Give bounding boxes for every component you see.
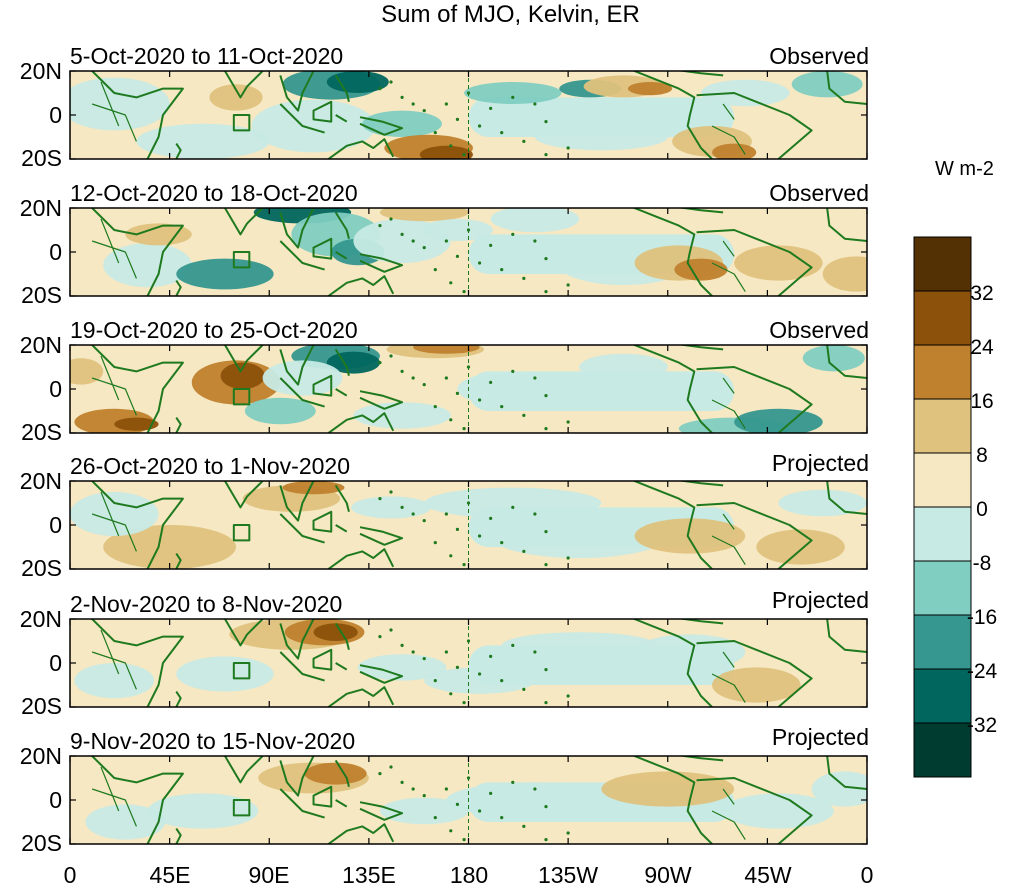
panel-6-lat-20n: 20N (19, 743, 62, 769)
colorbar-label-0: 0 (976, 498, 988, 521)
panel-1-lat-20s: 20S (21, 145, 62, 171)
panel-5-lat-0: 0 (49, 650, 62, 676)
panel-5-status: Projected (771, 587, 869, 613)
panel-2-lat-20n: 20N (19, 195, 62, 221)
panel-3-lat-20s: 20S (21, 419, 62, 445)
colorbar-units: W m-2 (935, 158, 994, 180)
panel-6-status: Projected (771, 724, 869, 750)
colorbar-label-neg24: -24 (966, 660, 998, 683)
panel-3-period: 19-Oct-2020 to 25-Oct-2020 (70, 317, 358, 343)
panel-5-period: 2-Nov-2020 to 8-Nov-2020 (70, 591, 343, 617)
colorbar-label-neg8: -8 (972, 552, 992, 575)
colorbar-swatch-5 (913, 506, 972, 562)
lon-tick-45e: 45E (149, 862, 191, 888)
panel-2-status: Observed (769, 180, 869, 206)
colorbar-label-16: 16 (970, 390, 994, 413)
lon-tick-135w: 135W (537, 862, 599, 888)
colorbar-label-32: 32 (970, 282, 994, 305)
colorbar-swatch-8 (913, 668, 972, 724)
panel-6-period: 9-Nov-2020 to 15-Nov-2020 (70, 728, 356, 754)
panel-6-lat-0: 0 (49, 787, 62, 813)
panel-5-lat-20s: 20S (21, 693, 62, 719)
figure-title: Sum of MJO, Kelvin, ER (381, 1, 640, 28)
panel-2-period: 12-Oct-2020 to 18-Oct-2020 (70, 180, 358, 206)
panel-1-lat-20n: 20N (19, 58, 62, 84)
panel-3-lat-20n: 20N (19, 332, 62, 358)
panel-3-status: Observed (769, 317, 869, 343)
panel-2-lat-0: 0 (49, 239, 62, 265)
colorbar-label-24: 24 (970, 336, 994, 359)
map-panel-1 (69, 70, 868, 160)
panel-1-status: Observed (769, 43, 869, 69)
colorbar-label-8: 8 (976, 444, 988, 467)
colorbar-swatch-6 (913, 560, 972, 616)
map-panel-4 (69, 480, 868, 570)
panel-4-lat-20n: 20N (19, 468, 62, 494)
colorbar (913, 236, 972, 778)
colorbar-swatch-7 (913, 614, 972, 670)
lon-tick-45w: 45W (744, 862, 792, 888)
panel-4-lat-0: 0 (49, 512, 62, 538)
lon-tick-0: 0 (63, 862, 77, 888)
colorbar-swatch-2 (913, 344, 972, 400)
colorbar-label-neg32: -32 (966, 714, 998, 737)
colorbar-swatch-3 (913, 398, 972, 454)
map-panel-5 (69, 618, 868, 708)
colorbar-label-neg16: -16 (966, 606, 998, 629)
colorbar-swatch-9 (913, 722, 972, 778)
panel-6-lat-20s: 20S (21, 830, 62, 856)
lon-tick-90w: 90W (644, 862, 692, 888)
colorbar-swatch-1 (913, 290, 972, 346)
panel-1-lat-0: 0 (49, 102, 62, 128)
lon-tick-0-right: 0 (860, 862, 874, 888)
map-panel-2 (69, 207, 868, 297)
lon-tick-135e: 135E (342, 862, 396, 888)
panel-4-status: Projected (771, 450, 869, 476)
panel-3-lat-0: 0 (49, 376, 62, 402)
colorbar-swatch-0 (913, 236, 972, 292)
lon-tick-90e: 90E (248, 862, 290, 888)
panel-5-lat-20n: 20N (19, 606, 62, 632)
panel-2-lat-20s: 20S (21, 282, 62, 308)
map-panel-3 (69, 344, 868, 434)
colorbar-swatch-4 (913, 452, 972, 508)
lon-tick-180: 180 (449, 862, 489, 888)
panel-1-period: 5-Oct-2020 to 11-Oct-2020 (70, 43, 344, 69)
panel-4-period: 26-Oct-2020 to 1-Nov-2020 (70, 453, 350, 479)
map-panel-6 (69, 755, 868, 845)
panel-4-lat-20s: 20S (21, 555, 62, 581)
